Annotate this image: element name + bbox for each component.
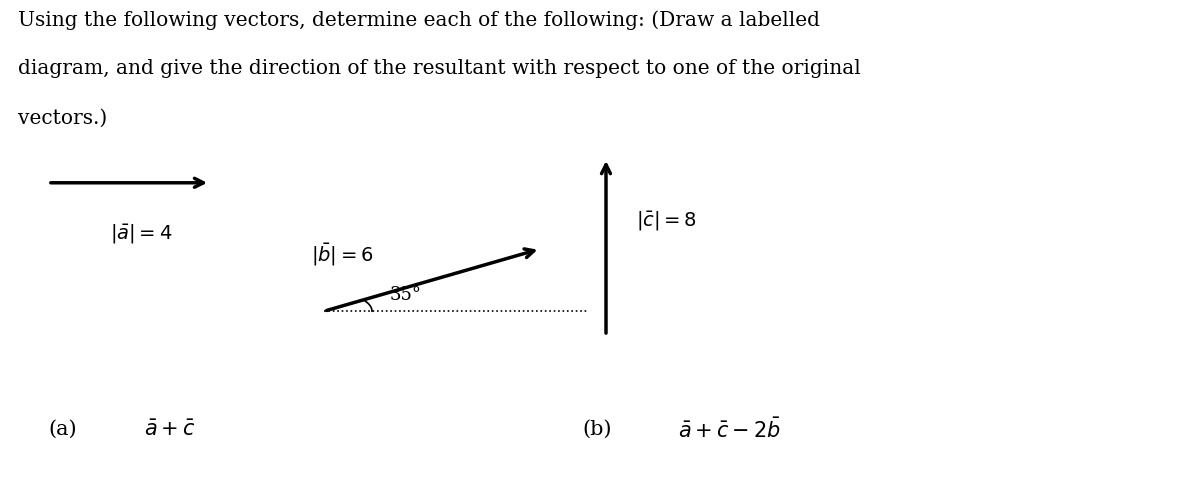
Text: $|\bar{a}| = 4$: $|\bar{a}| = 4$ <box>110 222 172 246</box>
Text: $|\bar{c}| = 8$: $|\bar{c}| = 8$ <box>636 209 697 232</box>
Text: (a): (a) <box>48 420 77 439</box>
Text: Using the following vectors, determine each of the following: (Draw a labelled: Using the following vectors, determine e… <box>18 10 820 30</box>
Text: $|\bar{b}| = 6$: $|\bar{b}| = 6$ <box>311 242 373 268</box>
Text: $\bar{a} + \bar{c}$: $\bar{a} + \bar{c}$ <box>144 420 196 440</box>
Text: diagram, and give the direction of the resultant with respect to one of the orig: diagram, and give the direction of the r… <box>18 59 860 78</box>
Text: 35°: 35° <box>390 286 422 304</box>
Text: (b): (b) <box>582 420 612 439</box>
Text: vectors.): vectors.) <box>18 109 107 127</box>
Text: $\bar{a} + \bar{c} - 2\bar{b}$: $\bar{a} + \bar{c} - 2\bar{b}$ <box>678 417 781 442</box>
